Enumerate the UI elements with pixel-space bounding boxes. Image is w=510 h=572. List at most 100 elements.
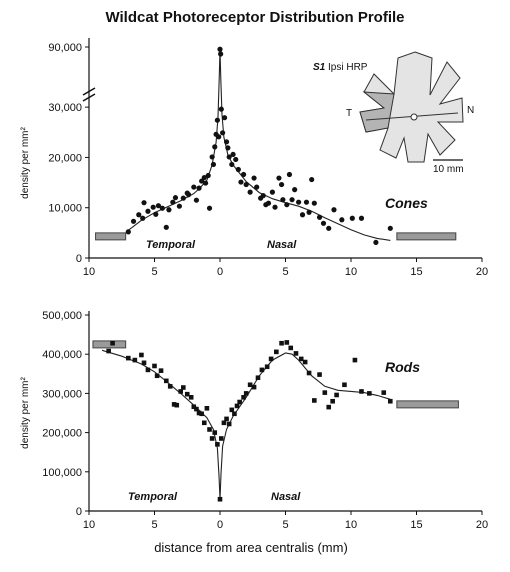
cones-data-point [358, 215, 365, 221]
cones-data-point [140, 215, 146, 221]
cones-data-point [326, 225, 332, 231]
cones-data-point [260, 193, 266, 199]
cones-data-point [229, 161, 235, 168]
rods-data-point [106, 348, 111, 354]
cones-data-point [292, 187, 298, 193]
rods-x-tick-label: 0 [217, 519, 223, 531]
rods-marks [92, 340, 459, 502]
cones-data-point [176, 203, 182, 209]
cones-data-point [223, 139, 230, 145]
rods-data-point [158, 368, 164, 373]
rods-data-point [288, 345, 294, 351]
rods-data-point [178, 389, 183, 394]
rods-data-point [199, 411, 204, 417]
rods-data-point [388, 398, 393, 404]
cones-axes: 10 5 0 5 10 15 20 0 10,000 20,000 30,000 90,000 [48, 38, 488, 278]
rods-data-point [312, 398, 317, 403]
rods-data-point [342, 382, 347, 388]
rods-data-point [232, 411, 237, 417]
chart-title: Wildcat Photoreceptor Distribution Profi… [105, 9, 405, 26]
cones-data-point [311, 200, 317, 206]
cones-data-point [159, 205, 165, 211]
cones-data-point [218, 106, 224, 112]
rods-data-point [237, 399, 242, 405]
rods-fit-curve [101, 349, 391, 500]
rods-data-point [251, 384, 257, 390]
cones-data-point [303, 199, 310, 205]
rods-y-tick-label: 400,000 [42, 349, 82, 361]
rods-temporal-label: Temporal [128, 491, 178, 503]
rods-data-point [334, 392, 339, 398]
cones-data-point [235, 166, 241, 173]
rods-data-point [167, 384, 173, 389]
cones-data-point [280, 197, 286, 203]
rods-data-point [201, 420, 207, 426]
cones-y-tick-label: 20,000 [48, 152, 82, 164]
cones-y-tick-label: 0 [76, 253, 82, 265]
cones-data-point [217, 46, 223, 52]
cones-data-point [243, 181, 249, 188]
rods-y-tick-label: 300,000 [42, 388, 82, 400]
cones-data-point [153, 211, 159, 217]
rods-data-point [174, 402, 180, 408]
cones-data-point [269, 189, 275, 195]
cones-data-point [251, 175, 257, 181]
cones-data-point [254, 184, 260, 190]
rods-data-point [284, 340, 290, 345]
cones-y-tick-label: 30,000 [48, 102, 82, 114]
cones-data-point [226, 154, 232, 160]
cones-data-point [316, 214, 323, 220]
rods-data-point [207, 427, 212, 432]
rods-data-point [229, 407, 235, 413]
rods-x-tick-label: 10 [345, 519, 357, 531]
rods-panel: 10 5 0 5 10 15 20 0 100,000 200,000 300,000 400,000… [20, 310, 488, 531]
rods-data-point [268, 356, 274, 362]
cones-data-point [202, 180, 209, 186]
cones-data-point [278, 181, 285, 188]
cones-data-point [272, 204, 278, 210]
retina-whole-mount-drawing [359, 51, 464, 163]
cones-fit-curve [127, 50, 391, 241]
cones-data-point [191, 184, 197, 190]
rods-data-point [279, 340, 284, 346]
cones-data-point [306, 209, 312, 215]
rods-data-point [317, 372, 322, 377]
inset-left-label: T [346, 108, 352, 119]
rods-x-tick-label: 5 [151, 519, 157, 531]
rods-data-point [110, 340, 115, 346]
rods-data-point [224, 416, 229, 422]
cones-data-point [201, 174, 207, 181]
cones-data-point [339, 217, 345, 223]
rods-y-tick-label: 0 [76, 506, 82, 518]
cones-data-point [320, 220, 327, 226]
rods-data-point [209, 436, 215, 441]
rods-data-point [152, 363, 157, 369]
cones-x-tick-label: 15 [410, 266, 422, 278]
rods-data-point [352, 357, 358, 363]
cones-data-point [209, 154, 215, 160]
inset-area-centralis-marker [410, 113, 418, 121]
cones-data-point [349, 215, 355, 221]
rods-data-point [234, 403, 240, 409]
rods-data-point [145, 367, 151, 373]
rods-data-point [191, 404, 197, 410]
rods-data-point [184, 391, 190, 397]
cones-data-point [214, 117, 220, 123]
cones-data-point [299, 212, 306, 218]
rods-data-point [194, 406, 199, 412]
rods-data-point [302, 359, 308, 365]
rods-data-point [215, 442, 220, 447]
rods-data-point [141, 360, 147, 366]
rods-data-point [255, 375, 261, 381]
cones-data-point [240, 171, 247, 178]
cones-data-point [145, 208, 151, 214]
inset-right-label: N [467, 105, 474, 116]
rods-data-point [243, 391, 249, 396]
rods-x-tick-label: 15 [410, 519, 422, 531]
cones-data-point [210, 161, 217, 168]
cones-range-bar-right [396, 232, 457, 241]
cones-x-tick-label: 5 [151, 266, 157, 278]
cones-data-point [230, 151, 236, 158]
rods-data-point [247, 382, 253, 388]
cones-axis-break [82, 87, 96, 102]
